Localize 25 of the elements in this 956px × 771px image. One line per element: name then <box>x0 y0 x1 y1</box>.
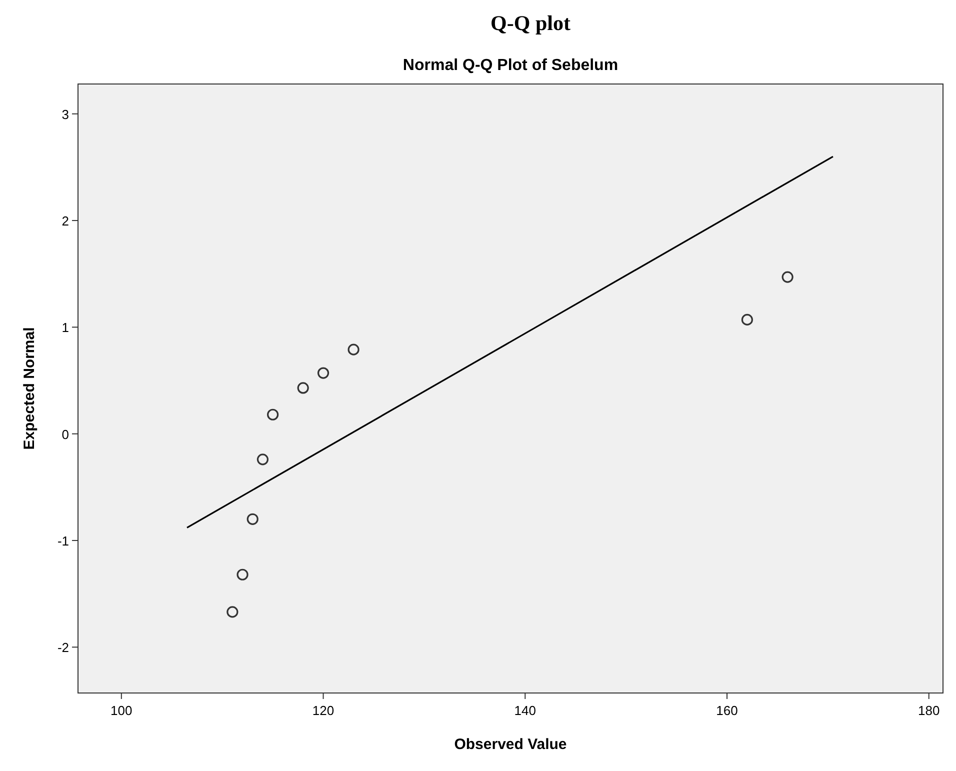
point <box>297 382 309 394</box>
point <box>348 344 360 356</box>
y-tick-label: -2 <box>57 640 69 656</box>
x-tick-label: 160 <box>716 703 738 718</box>
point <box>317 367 330 379</box>
point <box>226 606 238 618</box>
chart-title: Q-Q plot <box>490 11 570 35</box>
y-tick-label: 3 <box>62 106 69 122</box>
x-tick-label: 120 <box>312 703 334 718</box>
point <box>236 568 248 580</box>
y-axis-title: Expected Normal <box>21 327 38 450</box>
point <box>246 513 258 525</box>
y-tick-label: 1 <box>62 320 69 336</box>
x-tick-label: 180 <box>918 703 940 718</box>
y-tick-label: 0 <box>62 426 69 442</box>
x-axis-title: Observed Value <box>454 736 567 753</box>
x-tick-label: 100 <box>110 703 132 718</box>
chart-subtitle: Normal Q-Q Plot of Sebelum <box>402 57 618 74</box>
point <box>267 408 279 420</box>
point <box>741 314 753 326</box>
x-tick-label: 140 <box>514 703 536 718</box>
point <box>782 271 794 283</box>
y-tick-label: -1 <box>57 533 69 548</box>
y-tick-label: 2 <box>62 214 69 229</box>
point <box>256 454 269 466</box>
